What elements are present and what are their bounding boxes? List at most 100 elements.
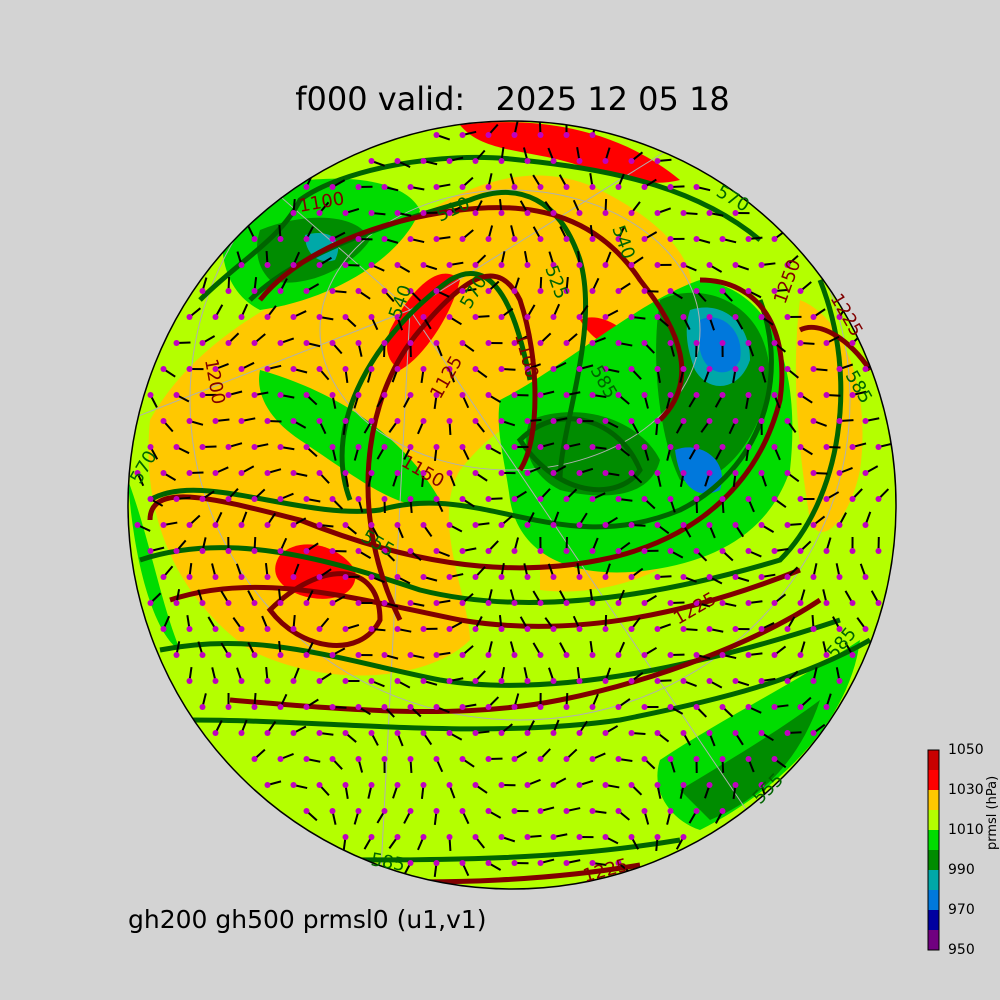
wind-barb-dot [628, 678, 635, 684]
wind-barb-dot [446, 782, 453, 788]
colorbar-label: prmsl (hPa) [985, 775, 1000, 850]
wind-barb-dot [160, 470, 167, 476]
wind-barb-dot [732, 366, 739, 372]
wind-barb-dot [303, 756, 310, 762]
wind-barb-dot [290, 574, 297, 580]
wind-barb-dot [186, 626, 193, 632]
wind-barb-dot [784, 366, 791, 372]
wind-barb-dot [784, 262, 791, 268]
wind-barb-dot [537, 496, 544, 502]
wind-barb-dot [537, 132, 544, 138]
wind-barb-dot [706, 678, 713, 684]
wind-barb-dot [589, 340, 596, 346]
wind-barb-dot [433, 652, 440, 658]
wind-barb-dot [719, 392, 726, 398]
wind-barb-dot [667, 600, 674, 606]
wind-barb-dot [732, 314, 739, 320]
wind-barb-dot [836, 366, 843, 372]
colorbar-bin [928, 910, 939, 930]
wind-barb-dot [303, 548, 310, 554]
wind-barb-dot [186, 574, 193, 580]
wind-barb-dot [368, 366, 375, 372]
wind-barb-dot [329, 600, 336, 606]
wind-barb-dot [732, 470, 739, 476]
wind-barb-dot [524, 158, 531, 164]
wind-barb-dot [641, 808, 648, 814]
wind-barb-dot [628, 522, 635, 528]
wind-barb-dot [277, 340, 284, 346]
wind-barb-dot [511, 652, 518, 658]
wind-barb-dot [212, 314, 219, 320]
wind-barb-dot [498, 366, 505, 372]
wind-barb-dot [524, 626, 531, 632]
wind-barb-dot [706, 314, 713, 320]
wind-barb-dot [537, 704, 544, 710]
wind-barb-dot [524, 522, 531, 528]
wind-barb-dot [381, 808, 388, 814]
wind-barb-dot [732, 522, 739, 528]
wind-barb-dot [745, 392, 752, 398]
wind-barb-dot [693, 288, 700, 294]
wind-barb-dot [563, 288, 570, 294]
wind-barb-dot [238, 470, 245, 476]
wind-barb-dot [732, 782, 739, 788]
wind-barb-dot [173, 496, 180, 502]
wind-barb-dot [277, 548, 284, 554]
wind-barb-dot [875, 600, 882, 606]
wind-barb-dot [771, 496, 778, 502]
wind-barb-dot [316, 470, 323, 476]
wind-barb-dot [368, 470, 375, 476]
wind-barb-dot [407, 808, 414, 814]
wind-barb-dot [498, 522, 505, 528]
wind-barb-dot [615, 860, 622, 866]
wind-barb-dot [706, 210, 713, 216]
wind-barb-dot [823, 444, 830, 450]
wind-barb-dot [823, 600, 830, 606]
wind-barb-dot [758, 262, 765, 268]
wind-barb-dot [251, 236, 258, 242]
wind-barb-dot [316, 678, 323, 684]
wind-barb-dot [602, 210, 609, 216]
wind-barb-dot [576, 418, 583, 424]
wind-barb-dot [199, 600, 206, 606]
pressure-zone-980 [675, 447, 722, 494]
colorbar-bin [928, 790, 939, 810]
wind-barb-dot [602, 314, 609, 320]
wind-barb-dot [433, 236, 440, 242]
wind-barb-dot [420, 782, 427, 788]
wind-barb-dot [147, 548, 154, 554]
wind-barb-dot [641, 704, 648, 710]
wind-barb-dot [459, 704, 466, 710]
wind-barb-dot [706, 418, 713, 424]
wind-barb-dot [524, 678, 531, 684]
wind-barb-dot [797, 652, 804, 658]
wind-barb-dot [459, 236, 466, 242]
wind-barb-dot [381, 340, 388, 346]
wind-barb-dot [758, 730, 765, 736]
wind-barb-dot [758, 574, 765, 580]
wind-barb-dot [459, 808, 466, 814]
wind-barb-dot [771, 756, 778, 762]
wind-barb-dot [836, 470, 843, 476]
wind-barb-dot [433, 756, 440, 762]
wind-barb-dot [251, 600, 258, 606]
wind-barb-dot [797, 340, 804, 346]
wind-barb-dot [316, 418, 323, 424]
wind-barb-dot [602, 366, 609, 372]
wind-barb-dot [719, 236, 726, 242]
wind-barb-dot [277, 652, 284, 658]
wind-barb-dot [667, 756, 674, 762]
wind-barb-dot [329, 808, 336, 814]
wind-barb-dot [589, 756, 596, 762]
wind-barb-dot [550, 418, 557, 424]
wind-barb-dot [628, 210, 635, 216]
wind-barb-dot [498, 782, 505, 788]
wind-barb-dot [680, 366, 687, 372]
wind-barb-dot [784, 574, 791, 580]
wind-barb-dot [342, 418, 349, 424]
wind-barb-dot [238, 418, 245, 424]
wind-barb-dot [264, 314, 271, 320]
wind-barb-dot [498, 262, 505, 268]
wind-barb-dot [316, 262, 323, 268]
wind-barb-dot [511, 496, 518, 502]
